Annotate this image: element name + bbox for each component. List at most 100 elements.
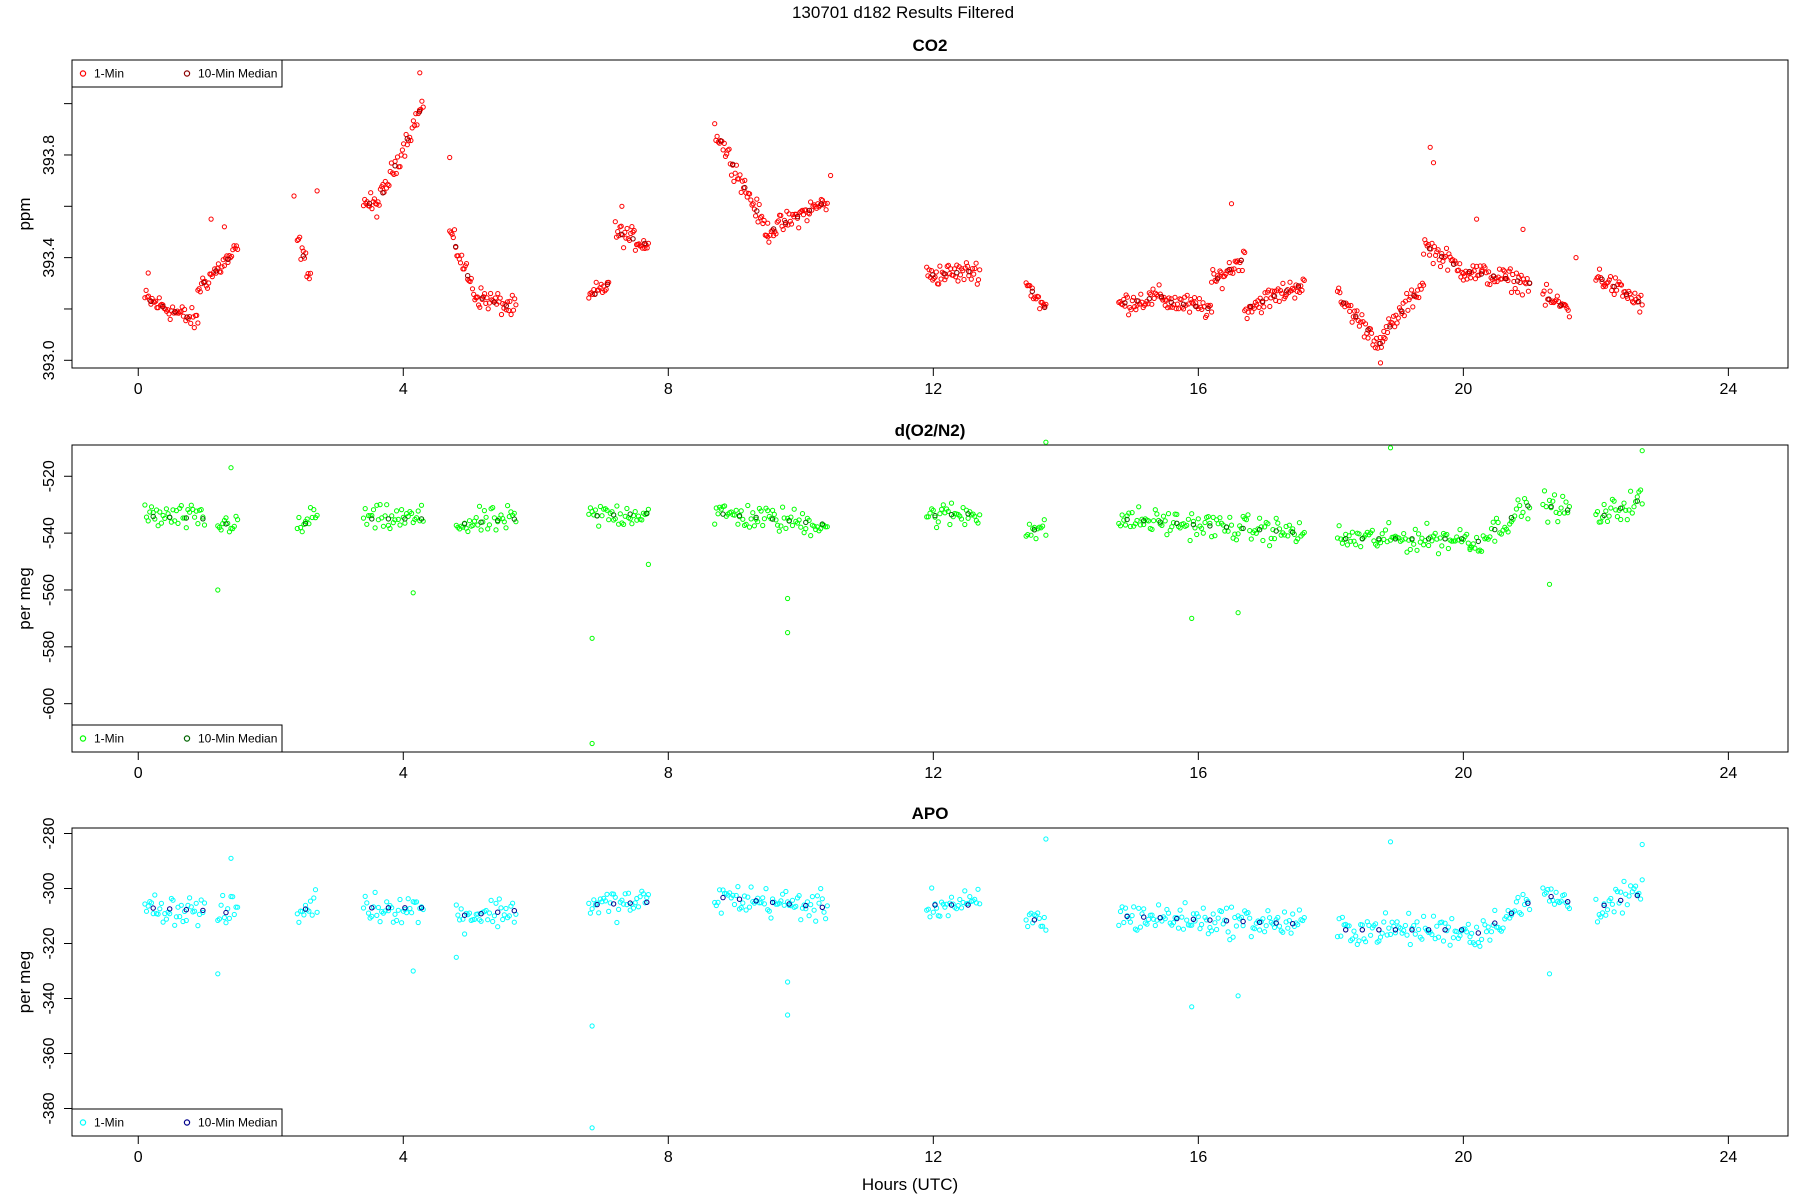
point: [314, 909, 320, 915]
point: [1603, 283, 1609, 289]
point: [495, 924, 501, 930]
point: [1165, 910, 1172, 916]
point: [803, 906, 809, 912]
point: [364, 521, 370, 527]
point: [1381, 919, 1387, 925]
point: [974, 281, 980, 287]
point: [1437, 263, 1444, 270]
point: [1286, 522, 1293, 528]
point: [150, 911, 156, 917]
point: [180, 918, 186, 925]
y-axis: 393.0 393.4 393.8: [41, 103, 73, 380]
point: [1545, 519, 1551, 525]
point: [1558, 898, 1564, 904]
point: [732, 170, 738, 176]
point: [1474, 216, 1480, 222]
point: [1611, 498, 1617, 504]
median-point: [819, 904, 825, 910]
point: [1457, 527, 1463, 533]
point: [189, 305, 195, 311]
median-point: [1565, 507, 1571, 513]
point: [1487, 534, 1493, 540]
point: [1347, 308, 1353, 314]
point: [509, 900, 516, 906]
median-point: [1425, 927, 1432, 933]
point: [1609, 901, 1616, 907]
point: [1195, 516, 1201, 522]
point: [410, 118, 416, 124]
point: [1040, 302, 1047, 308]
point: [1596, 266, 1603, 272]
point: [160, 919, 166, 925]
point: [1261, 304, 1267, 310]
median-point: [966, 268, 972, 275]
point: [977, 267, 983, 273]
point: [596, 910, 602, 916]
point: [1345, 303, 1352, 309]
point: [409, 910, 415, 916]
median-point: [932, 902, 938, 908]
point: [1614, 287, 1620, 293]
point: [228, 465, 234, 471]
point: [1560, 493, 1566, 499]
point: [1555, 519, 1561, 525]
point: [453, 902, 459, 908]
point: [501, 912, 507, 918]
point: [735, 521, 741, 527]
median-point: [1122, 300, 1128, 306]
legend-label: 10-Min Median: [198, 732, 277, 746]
point: [1554, 293, 1560, 299]
point: [1141, 521, 1147, 528]
point: [481, 508, 487, 514]
point: [1525, 898, 1531, 904]
point: [177, 914, 183, 920]
point: [1295, 922, 1301, 928]
median-point: [932, 512, 938, 519]
legend-box: [71, 1108, 283, 1137]
point: [1470, 541, 1476, 547]
point: [1273, 515, 1279, 521]
point: [369, 512, 375, 519]
point: [1594, 509, 1601, 515]
point: [727, 890, 733, 896]
median-point: [594, 513, 600, 519]
y-tick-label: -540: [41, 517, 58, 549]
median-point: [1240, 525, 1246, 532]
point: [503, 905, 509, 912]
median-point: [1411, 293, 1417, 299]
point: [1184, 522, 1190, 529]
series-10-min-median: [148, 109, 1642, 347]
point: [1334, 535, 1341, 541]
point: [1386, 316, 1392, 322]
point: [235, 904, 241, 910]
point: [948, 266, 954, 272]
point: [1337, 290, 1343, 296]
point: [1249, 309, 1255, 315]
point: [1499, 276, 1505, 282]
point: [1519, 292, 1526, 298]
point: [1430, 260, 1436, 267]
median-point: [965, 902, 971, 908]
x-tick-label: 16: [1189, 381, 1207, 398]
point: [228, 855, 234, 861]
point: [1205, 931, 1211, 937]
point: [773, 231, 779, 237]
point: [1501, 268, 1507, 274]
median-point: [642, 240, 648, 247]
point: [307, 270, 314, 276]
point: [1604, 280, 1610, 286]
point: [1434, 923, 1440, 929]
point: [466, 518, 473, 524]
y-tick-label: -560: [41, 574, 58, 606]
point: [785, 979, 791, 985]
point: [783, 525, 789, 532]
point: [1121, 919, 1127, 926]
y-axis: -380 -360 -340 -320 -300 -280: [41, 817, 73, 1125]
point: [1541, 288, 1547, 294]
point: [230, 894, 236, 900]
point: [824, 200, 830, 206]
point: [1505, 908, 1511, 914]
point: [717, 887, 723, 893]
point: [1387, 445, 1394, 451]
point: [778, 898, 784, 904]
